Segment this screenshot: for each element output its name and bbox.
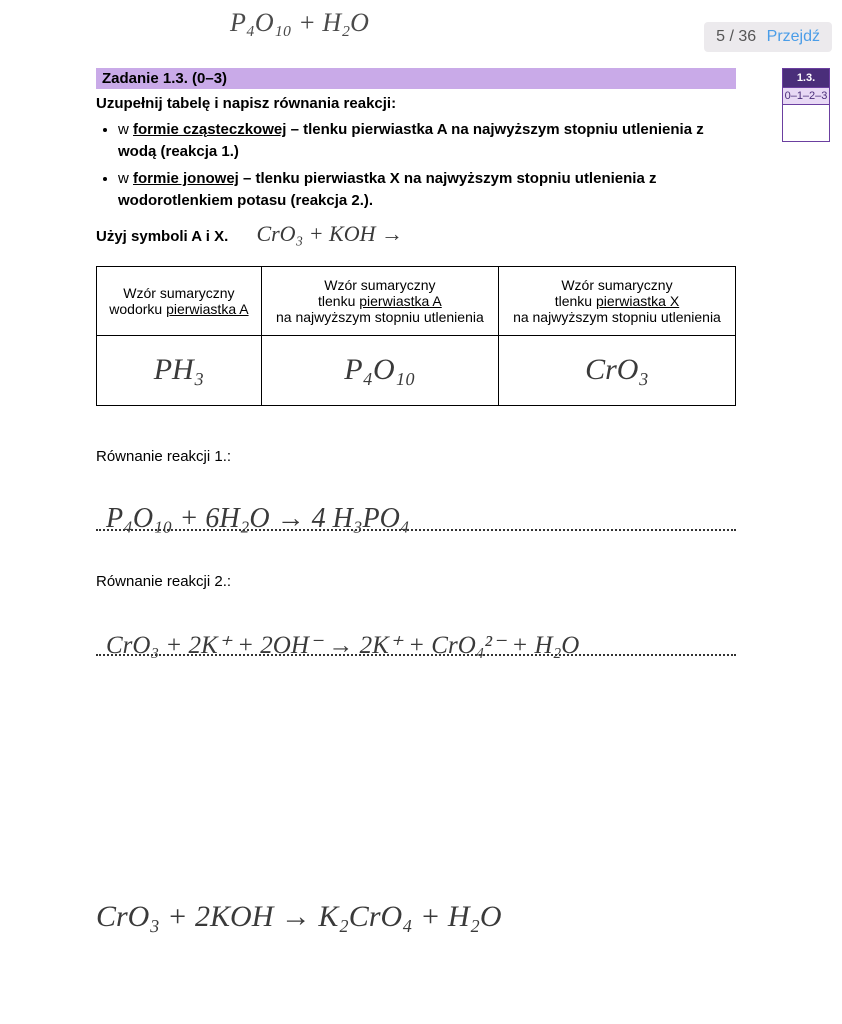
page-navigator: 5 / 36 Przejdź xyxy=(704,22,832,52)
h3b: tlenku xyxy=(555,293,596,309)
score-box-range: 0–1–2–3 xyxy=(783,87,829,105)
cell-cro3: CrO₃ xyxy=(498,335,735,405)
score-box-blank xyxy=(783,105,829,141)
reaction-2-line: CrO₃ + 2K⁺ + 2OH⁻ → 2K⁺ + CrO₄²⁻ + H₂O xyxy=(96,602,736,656)
task-header: Zadanie 1.3. (0–3) xyxy=(96,68,736,89)
reaction-2-label: Równanie reakcji 2.: xyxy=(96,573,736,590)
page-counter: 5 / 36 xyxy=(716,28,756,45)
inline-handwriting: CrO₃ + KOH → xyxy=(256,221,403,246)
worksheet-content: Zadanie 1.3. (0–3) Uzupełnij tabelę i na… xyxy=(96,68,736,656)
reaction-1-equation: P₄O₁₀ + 6H₂O → 4 H₃PO₄ xyxy=(106,503,410,535)
th-3: Wzór sumaryczny tlenku pierwiastka X na … xyxy=(498,266,735,335)
h2a: Wzór sumaryczny xyxy=(324,277,435,293)
th-1: Wzór sumaryczny wodorku pierwiastka A xyxy=(97,266,262,335)
score-box: 1.3. 0–1–2–3 xyxy=(782,68,830,142)
cell-ph3: PH₃ xyxy=(97,335,262,405)
b2a: w xyxy=(118,170,133,187)
cell-p4o10: P₄O₁₀ xyxy=(261,335,498,405)
h2b: tlenku xyxy=(318,293,359,309)
reaction-1-label: Równanie reakcji 1.: xyxy=(96,448,736,465)
b2b: formie jonowej xyxy=(133,170,239,187)
h3c: pierwiastka X xyxy=(596,293,679,309)
intro-text: Uzupełnij tabelę i napisz równania reakc… xyxy=(96,95,396,112)
h2d: na najwyższym stopniu utlenienia xyxy=(276,309,484,325)
th-2: Wzór sumaryczny tlenku pierwiastka A na … xyxy=(261,266,498,335)
instructions: Uzupełnij tabelę i napisz równania reakc… xyxy=(96,93,736,250)
b1b: formie cząsteczkowej xyxy=(133,121,286,138)
go-link[interactable]: Przejdź xyxy=(767,28,820,45)
formula-table: Wzór sumaryczny wodorku pierwiastka A Wz… xyxy=(96,266,736,406)
reaction-1-line: P₄O₁₀ + 6H₂O → 4 H₃PO₄ xyxy=(96,477,736,531)
h3d: na najwyższym stopniu utlenienia xyxy=(513,309,721,325)
h2c: pierwiastka A xyxy=(359,293,441,309)
h1c: pierwiastka A xyxy=(166,301,248,317)
score-box-number: 1.3. xyxy=(783,69,829,87)
h1b: wodorku xyxy=(109,301,166,317)
top-handwriting: P₄O₁₀ + H₂O xyxy=(230,8,369,38)
bullet-1: w formie cząsteczkowej – tlenku pierwias… xyxy=(118,119,736,163)
reaction-2-equation: CrO₃ + 2K⁺ + 2OH⁻ → 2K⁺ + CrO₄²⁻ + H₂O xyxy=(106,630,579,660)
bottom-handwriting: CrO₃ + 2KOH → K₂CrO₄ + H₂O xyxy=(96,900,502,934)
b1a: w xyxy=(118,121,133,138)
use-symbols: Użyj symboli A i X. xyxy=(96,228,228,245)
h1a: Wzór sumaryczny xyxy=(123,285,234,301)
h3a: Wzór sumaryczny xyxy=(561,277,672,293)
bullet-2: w formie jonowej – tlenku pierwiastka X … xyxy=(118,168,736,212)
